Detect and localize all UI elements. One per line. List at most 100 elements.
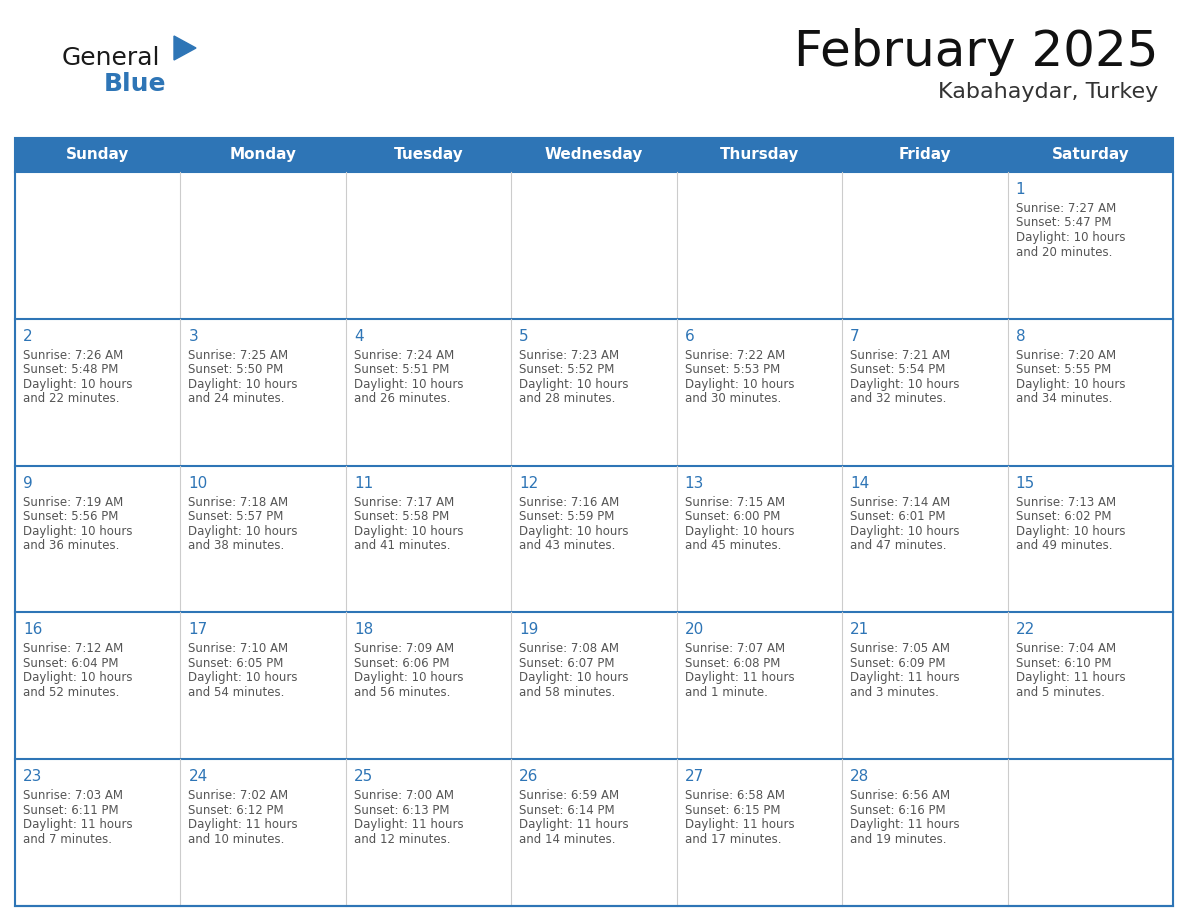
Text: Sunrise: 7:18 AM: Sunrise: 7:18 AM xyxy=(189,496,289,509)
Text: Daylight: 10 hours: Daylight: 10 hours xyxy=(519,671,628,685)
Text: Daylight: 10 hours: Daylight: 10 hours xyxy=(354,671,463,685)
Text: and 3 minutes.: and 3 minutes. xyxy=(851,686,939,699)
Text: Friday: Friday xyxy=(898,148,952,162)
Text: Daylight: 10 hours: Daylight: 10 hours xyxy=(851,524,960,538)
Text: Sunset: 5:56 PM: Sunset: 5:56 PM xyxy=(23,510,119,523)
Text: Sunset: 6:08 PM: Sunset: 6:08 PM xyxy=(684,657,781,670)
Text: Sunrise: 7:17 AM: Sunrise: 7:17 AM xyxy=(354,496,454,509)
Text: Daylight: 10 hours: Daylight: 10 hours xyxy=(1016,231,1125,244)
Text: and 7 minutes.: and 7 minutes. xyxy=(23,833,112,845)
Text: 3: 3 xyxy=(189,329,198,344)
Text: 26: 26 xyxy=(519,769,538,784)
Text: Sunset: 6:16 PM: Sunset: 6:16 PM xyxy=(851,803,946,817)
Text: and 41 minutes.: and 41 minutes. xyxy=(354,539,450,552)
Text: 10: 10 xyxy=(189,476,208,490)
Text: Sunrise: 7:12 AM: Sunrise: 7:12 AM xyxy=(23,643,124,655)
Text: Daylight: 11 hours: Daylight: 11 hours xyxy=(851,671,960,685)
Text: Daylight: 10 hours: Daylight: 10 hours xyxy=(851,378,960,391)
Text: Daylight: 10 hours: Daylight: 10 hours xyxy=(354,524,463,538)
Text: Daylight: 11 hours: Daylight: 11 hours xyxy=(519,818,628,831)
Text: Daylight: 11 hours: Daylight: 11 hours xyxy=(1016,671,1125,685)
Text: Sunset: 6:15 PM: Sunset: 6:15 PM xyxy=(684,803,781,817)
Text: General: General xyxy=(62,46,160,70)
Text: and 30 minutes.: and 30 minutes. xyxy=(684,392,781,406)
Text: and 34 minutes.: and 34 minutes. xyxy=(1016,392,1112,406)
Text: Sunrise: 7:14 AM: Sunrise: 7:14 AM xyxy=(851,496,950,509)
Text: Sunrise: 7:07 AM: Sunrise: 7:07 AM xyxy=(684,643,785,655)
Text: 6: 6 xyxy=(684,329,695,344)
Text: Sunrise: 7:26 AM: Sunrise: 7:26 AM xyxy=(23,349,124,362)
Bar xyxy=(15,138,1173,906)
Text: Sunset: 6:02 PM: Sunset: 6:02 PM xyxy=(1016,510,1111,523)
Text: Sunset: 5:59 PM: Sunset: 5:59 PM xyxy=(519,510,614,523)
Bar xyxy=(15,138,1173,172)
Text: and 5 minutes.: and 5 minutes. xyxy=(1016,686,1105,699)
Text: and 17 minutes.: and 17 minutes. xyxy=(684,833,782,845)
Text: Sunday: Sunday xyxy=(67,148,129,162)
Text: 4: 4 xyxy=(354,329,364,344)
Text: and 54 minutes.: and 54 minutes. xyxy=(189,686,285,699)
Text: Daylight: 10 hours: Daylight: 10 hours xyxy=(519,378,628,391)
Text: Sunrise: 7:09 AM: Sunrise: 7:09 AM xyxy=(354,643,454,655)
Text: Sunrise: 7:10 AM: Sunrise: 7:10 AM xyxy=(189,643,289,655)
Text: Sunset: 6:13 PM: Sunset: 6:13 PM xyxy=(354,803,449,817)
Text: Sunset: 5:51 PM: Sunset: 5:51 PM xyxy=(354,364,449,376)
Text: Daylight: 10 hours: Daylight: 10 hours xyxy=(23,671,133,685)
Text: Sunrise: 7:23 AM: Sunrise: 7:23 AM xyxy=(519,349,619,362)
Text: Sunset: 6:01 PM: Sunset: 6:01 PM xyxy=(851,510,946,523)
Text: Sunset: 6:12 PM: Sunset: 6:12 PM xyxy=(189,803,284,817)
Text: Daylight: 10 hours: Daylight: 10 hours xyxy=(354,378,463,391)
Text: Tuesday: Tuesday xyxy=(393,148,463,162)
Text: Daylight: 11 hours: Daylight: 11 hours xyxy=(851,818,960,831)
Text: 28: 28 xyxy=(851,769,870,784)
Text: and 28 minutes.: and 28 minutes. xyxy=(519,392,615,406)
Text: 27: 27 xyxy=(684,769,704,784)
Text: and 19 minutes.: and 19 minutes. xyxy=(851,833,947,845)
Text: Sunset: 6:05 PM: Sunset: 6:05 PM xyxy=(189,657,284,670)
Text: 21: 21 xyxy=(851,622,870,637)
Text: Sunrise: 7:05 AM: Sunrise: 7:05 AM xyxy=(851,643,950,655)
Text: Sunrise: 7:13 AM: Sunrise: 7:13 AM xyxy=(1016,496,1116,509)
Text: 1: 1 xyxy=(1016,182,1025,197)
Polygon shape xyxy=(173,36,196,60)
Text: Sunrise: 7:16 AM: Sunrise: 7:16 AM xyxy=(519,496,619,509)
Text: Daylight: 11 hours: Daylight: 11 hours xyxy=(189,818,298,831)
Text: Wednesday: Wednesday xyxy=(545,148,643,162)
Text: Sunset: 6:14 PM: Sunset: 6:14 PM xyxy=(519,803,615,817)
Text: Daylight: 10 hours: Daylight: 10 hours xyxy=(684,524,795,538)
Text: 16: 16 xyxy=(23,622,43,637)
Text: Daylight: 10 hours: Daylight: 10 hours xyxy=(189,671,298,685)
Text: Saturday: Saturday xyxy=(1051,148,1129,162)
Text: 9: 9 xyxy=(23,476,33,490)
Text: Daylight: 11 hours: Daylight: 11 hours xyxy=(684,671,795,685)
Text: and 49 minutes.: and 49 minutes. xyxy=(1016,539,1112,552)
Text: Daylight: 10 hours: Daylight: 10 hours xyxy=(23,378,133,391)
Text: 13: 13 xyxy=(684,476,704,490)
Text: 14: 14 xyxy=(851,476,870,490)
Text: Sunset: 5:55 PM: Sunset: 5:55 PM xyxy=(1016,364,1111,376)
Text: and 36 minutes.: and 36 minutes. xyxy=(23,539,119,552)
Text: 7: 7 xyxy=(851,329,860,344)
Text: 23: 23 xyxy=(23,769,43,784)
Text: Sunset: 6:04 PM: Sunset: 6:04 PM xyxy=(23,657,119,670)
Text: 22: 22 xyxy=(1016,622,1035,637)
Text: Sunset: 5:53 PM: Sunset: 5:53 PM xyxy=(684,364,781,376)
Text: Sunset: 6:10 PM: Sunset: 6:10 PM xyxy=(1016,657,1111,670)
Text: Daylight: 10 hours: Daylight: 10 hours xyxy=(189,524,298,538)
Text: Daylight: 11 hours: Daylight: 11 hours xyxy=(23,818,133,831)
Text: Daylight: 10 hours: Daylight: 10 hours xyxy=(23,524,133,538)
Text: 19: 19 xyxy=(519,622,538,637)
Text: Sunrise: 7:03 AM: Sunrise: 7:03 AM xyxy=(23,789,124,802)
Text: Sunrise: 6:58 AM: Sunrise: 6:58 AM xyxy=(684,789,785,802)
Text: Sunset: 6:07 PM: Sunset: 6:07 PM xyxy=(519,657,614,670)
Text: Sunset: 5:57 PM: Sunset: 5:57 PM xyxy=(189,510,284,523)
Text: Sunrise: 7:20 AM: Sunrise: 7:20 AM xyxy=(1016,349,1116,362)
Text: Sunrise: 7:24 AM: Sunrise: 7:24 AM xyxy=(354,349,454,362)
Text: Daylight: 10 hours: Daylight: 10 hours xyxy=(1016,378,1125,391)
Text: Sunrise: 7:22 AM: Sunrise: 7:22 AM xyxy=(684,349,785,362)
Text: Monday: Monday xyxy=(229,148,297,162)
Text: 8: 8 xyxy=(1016,329,1025,344)
Text: Sunset: 5:58 PM: Sunset: 5:58 PM xyxy=(354,510,449,523)
Text: Sunset: 6:09 PM: Sunset: 6:09 PM xyxy=(851,657,946,670)
Text: Sunrise: 7:21 AM: Sunrise: 7:21 AM xyxy=(851,349,950,362)
